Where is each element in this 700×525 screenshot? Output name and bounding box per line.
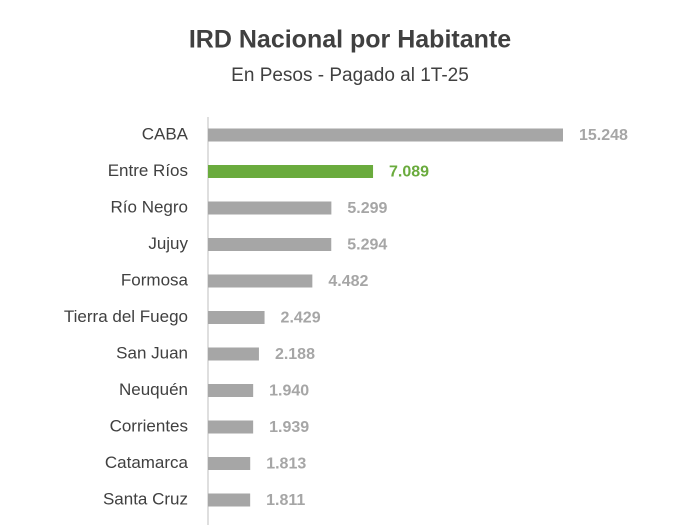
bar: [208, 347, 259, 361]
y-tick-label: Entre Ríos: [108, 161, 188, 180]
value-label: 1.939: [269, 419, 309, 436]
value-label: 5.299: [347, 200, 387, 217]
y-tick-label: Santa Cruz: [103, 489, 188, 508]
bar: [208, 274, 313, 288]
value-label: 2.429: [281, 310, 321, 327]
value-label: 1.811: [266, 492, 305, 509]
bar: [208, 238, 332, 251]
y-tick-label: Catamarca: [105, 453, 189, 472]
bar: [208, 201, 332, 215]
value-label: 2.188: [275, 346, 315, 363]
bar: [208, 493, 251, 507]
value-label: 7.089: [389, 164, 429, 181]
value-label: 5.294: [347, 237, 387, 254]
chart-title: IRD Nacional por Habitante: [189, 26, 511, 54]
bar: [208, 384, 254, 397]
bar: [208, 457, 251, 470]
y-tick-label: Río Negro: [111, 197, 188, 216]
y-tick-label: Neuquén: [119, 380, 188, 399]
bar: [208, 311, 265, 324]
bar: [208, 128, 563, 142]
y-tick-label: Formosa: [121, 270, 189, 289]
value-label: 4.482: [328, 273, 368, 290]
y-tick-label: Corrientes: [110, 416, 188, 435]
value-label: 1.813: [266, 456, 306, 473]
value-label: 15.248: [579, 127, 628, 144]
bar: [208, 420, 254, 434]
y-tick-label: San Juan: [116, 343, 188, 362]
chart-subtitle: En Pesos - Pagado al 1T-25: [231, 65, 469, 86]
y-tick-label: Jujuy: [148, 234, 188, 253]
value-label: 1.940: [269, 383, 309, 400]
bar: [208, 165, 374, 178]
y-tick-label: CABA: [142, 124, 189, 143]
y-tick-label: Tierra del Fuego: [64, 307, 188, 326]
